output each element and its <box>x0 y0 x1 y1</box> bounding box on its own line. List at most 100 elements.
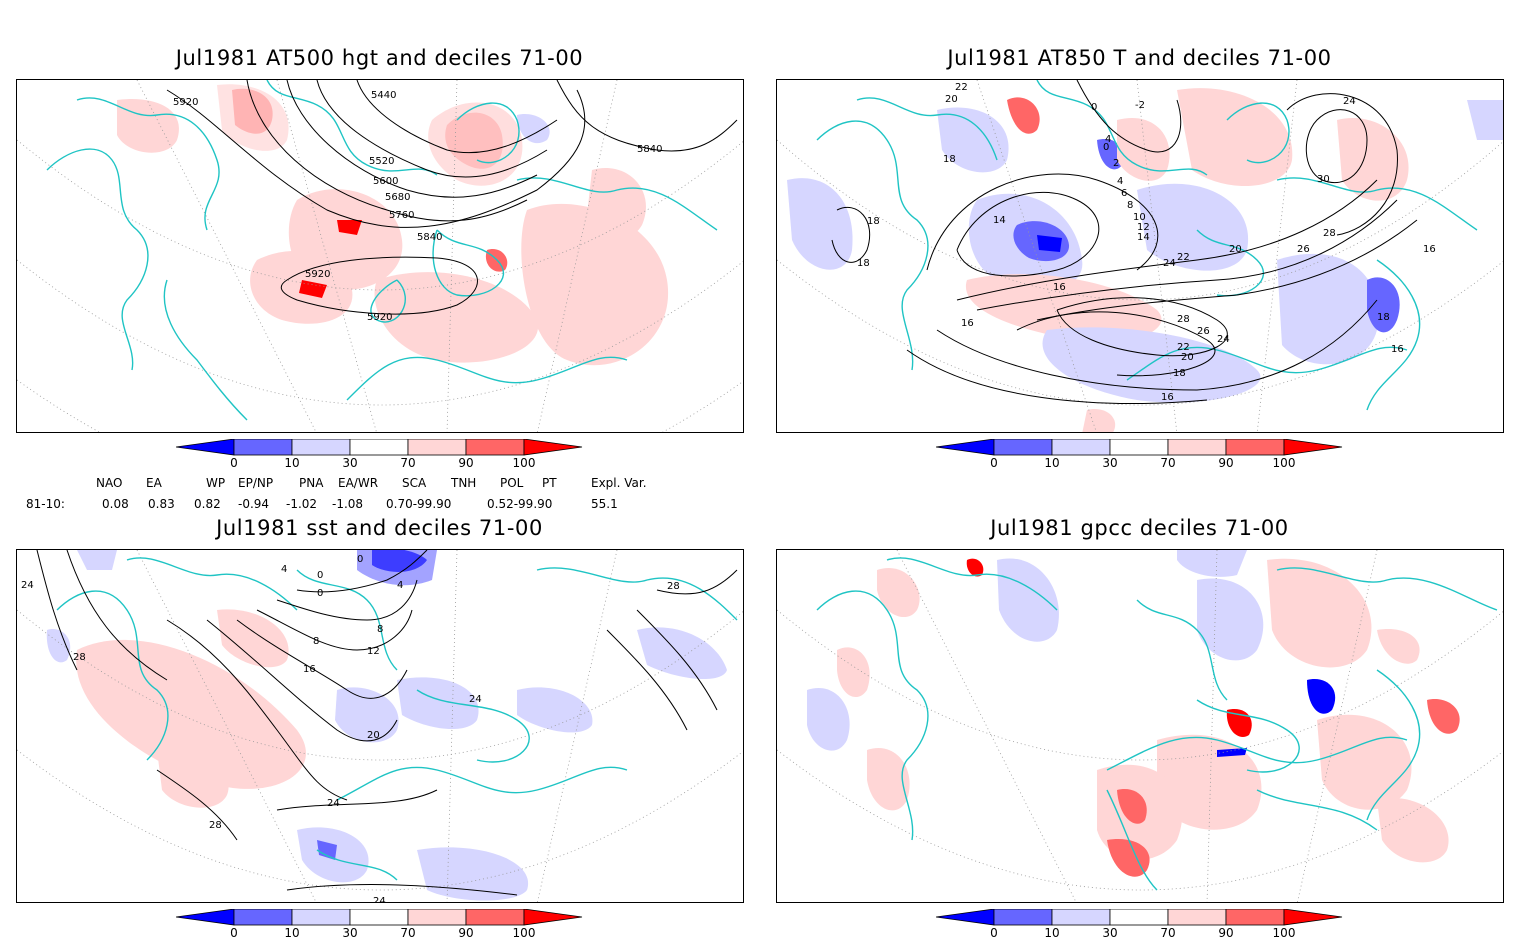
contour-label: 24 <box>1343 96 1356 107</box>
cb-tick: 90 <box>458 926 474 940</box>
cb-above-100 <box>1283 908 1343 926</box>
contour-label: 20 <box>945 94 958 105</box>
index-name: EA/WR <box>338 476 379 490</box>
cb-10-30 <box>291 438 351 456</box>
index-value: -0.94 <box>238 497 270 511</box>
cb-30-70 <box>1109 438 1169 456</box>
contour-label: 26 <box>1197 326 1210 337</box>
contour-label: 20 <box>1229 244 1242 255</box>
cb-tick: 70 <box>1160 456 1176 470</box>
cb-90-100 <box>1225 908 1285 926</box>
contour-label: 5840 <box>417 232 442 243</box>
cb-below-0 <box>175 438 235 456</box>
map-svg-at500: 5920 5440 5520 5600 5680 5760 5840 5840 … <box>17 80 743 432</box>
contour-label: 16 <box>1423 244 1436 255</box>
contour-label: 30 <box>1317 174 1330 185</box>
contour-label: -2 <box>1135 100 1145 111</box>
contour-label: 5600 <box>373 176 398 187</box>
contour-label: 28 <box>1177 314 1190 325</box>
cb-above-100 <box>523 438 583 456</box>
index-name: SCA <box>402 476 427 490</box>
colorbar-svg <box>175 438 583 456</box>
panel-title-sst: Jul1981 sst and deciles 71-00 <box>216 516 543 540</box>
coastlines <box>46 80 718 421</box>
colorbar-gpcc: 0 10 30 70 90 100 <box>935 908 1346 940</box>
cb-0-10 <box>993 908 1053 926</box>
contour-label: 18 <box>1173 368 1186 379</box>
contour-label: 5440 <box>371 90 396 101</box>
contour-label: 5920 <box>305 269 330 280</box>
map-panel-at500: 5920 5440 5520 5600 5680 5760 5840 5840 … <box>16 79 744 433</box>
contour-labels: 0 4 0 0 4 24 28 28 8 8 12 16 20 24 24 28… <box>21 554 680 903</box>
cb-below-0 <box>175 908 235 926</box>
map-panel-gpcc <box>776 549 1504 903</box>
cb-above-100 <box>1283 438 1343 456</box>
contour-lines <box>831 80 1418 404</box>
contour-label: 18 <box>867 216 880 227</box>
contour-label: 4 <box>281 564 287 575</box>
contour-label: 8 <box>377 624 383 635</box>
cb-tick: 100 <box>512 926 536 940</box>
coastlines <box>56 557 738 881</box>
cb-0-10 <box>233 908 293 926</box>
cb-30-70 <box>1109 908 1169 926</box>
cb-tick: 70 <box>400 456 416 470</box>
contour-label: 24 <box>21 580 34 591</box>
contour-label: 0 <box>357 554 363 565</box>
contour-label: 5920 <box>173 97 198 108</box>
contour-label: 26 <box>1297 244 1310 255</box>
contour-label: 24 <box>469 694 482 705</box>
cb-tick: 90 <box>1218 456 1234 470</box>
lat-lon-grid <box>777 550 1503 902</box>
index-value: -1.08 <box>332 497 364 511</box>
cb-70-90 <box>1167 908 1227 926</box>
anomaly-shading <box>787 88 1503 432</box>
contour-label: 22 <box>955 82 968 93</box>
lat-lon-grid <box>777 80 1503 432</box>
index-name: PT <box>542 476 557 490</box>
contour-labels: 5920 5440 5520 5600 5680 5760 5840 5840 … <box>173 90 662 323</box>
contour-label: 16 <box>1053 282 1066 293</box>
index-value: 0.70-99.90 <box>386 497 452 511</box>
cb-tick: 10 <box>284 456 300 470</box>
index-value: 0.82 <box>194 497 221 511</box>
coastlines <box>816 557 1498 891</box>
contour-label: 16 <box>303 664 316 675</box>
index-name: NAO <box>96 476 123 490</box>
contour-label: 5840 <box>637 144 662 155</box>
index-value: 0.83 <box>148 497 175 511</box>
contour-label: 18 <box>857 258 870 269</box>
cb-90-100 <box>465 908 525 926</box>
contour-label: 22 <box>1177 342 1190 353</box>
cb-tick: 0 <box>990 456 998 470</box>
cb-tick: 0 <box>230 926 238 940</box>
cb-70-90 <box>407 438 467 456</box>
contour-label: 18 <box>943 154 956 165</box>
cb-below-0 <box>935 908 995 926</box>
map-svg-at850: 22 20 0 -2 24 4 0 2 18 4 6 8 10 12 14 14… <box>777 80 1503 432</box>
contour-label: 5760 <box>389 210 414 221</box>
cb-0-10 <box>993 438 1053 456</box>
cb-tick: 100 <box>1272 926 1296 940</box>
cb-30-70 <box>349 438 409 456</box>
colorbar-svg <box>935 908 1343 926</box>
cb-70-90 <box>1167 438 1227 456</box>
contour-label: 18 <box>1377 312 1390 323</box>
index-value: 0.08 <box>102 497 129 511</box>
map-svg-sst: 0 4 0 0 4 24 28 28 8 8 12 16 20 24 24 28… <box>17 550 743 903</box>
index-row-label: 81-10: <box>26 497 65 511</box>
contour-lines <box>36 550 738 896</box>
contour-label: 24 <box>1163 258 1176 269</box>
index-name: WP <box>206 476 226 490</box>
contour-label: 5920 <box>367 312 392 323</box>
anomaly-shading <box>807 550 1460 877</box>
cb-tick: 30 <box>342 456 358 470</box>
anomaly-shading <box>46 550 727 901</box>
contour-label: 12 <box>1137 222 1150 233</box>
contour-label: 22 <box>1177 252 1190 263</box>
contour-label: 28 <box>209 820 222 831</box>
cb-tick: 70 <box>400 926 416 940</box>
contour-label: 0 <box>317 588 323 599</box>
contour-label: 24 <box>373 896 386 903</box>
cb-tick: 100 <box>512 456 536 470</box>
